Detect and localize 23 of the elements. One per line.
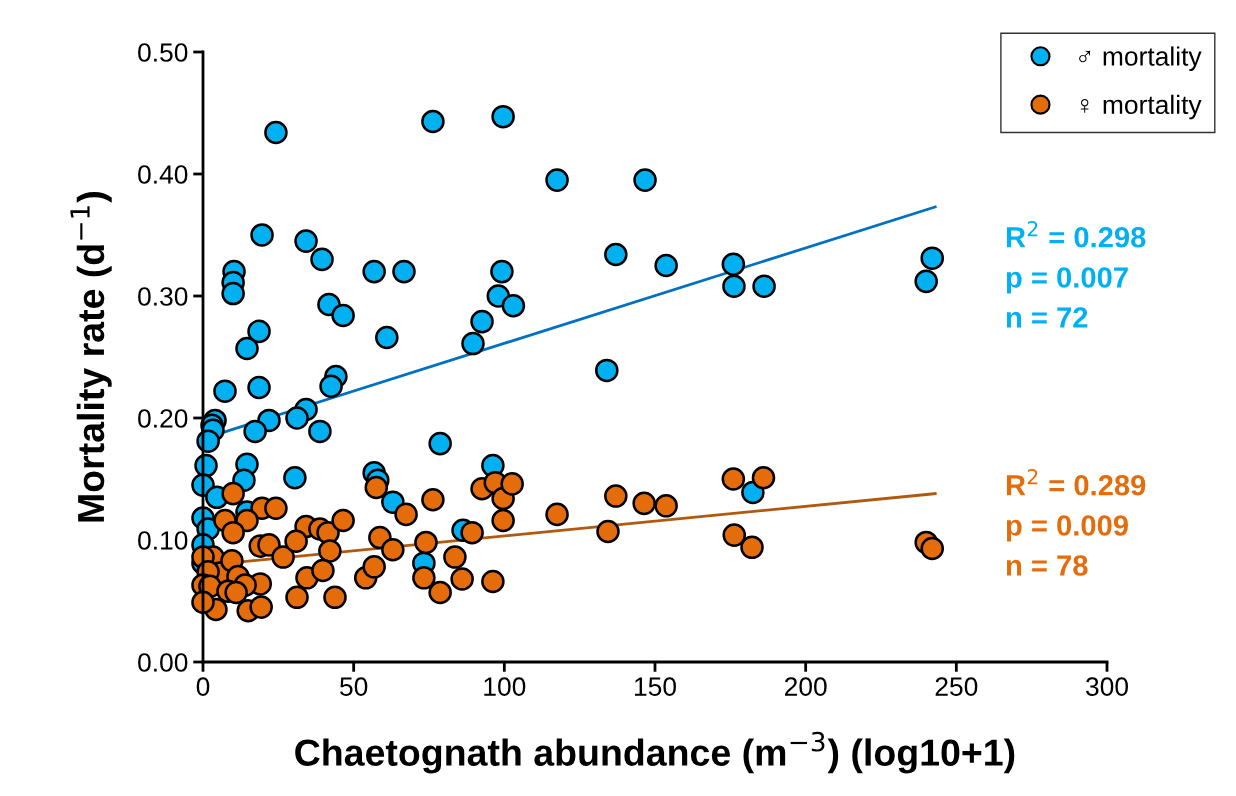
x-tick-label: 50 — [340, 677, 368, 696]
x-tick-label: 200 — [784, 677, 827, 696]
annotation: R$^{2}$ = 0.298 — [1006, 221, 1146, 248]
x-tick-label: 100 — [484, 677, 526, 696]
x-tick-label: 250 — [935, 677, 978, 696]
annotation: n = 78 — [1006, 555, 1088, 576]
y-tick-label: 0.30 — [138, 287, 188, 306]
y-axis-title: Mortality rate (d$^{−1}$) — [70, 192, 112, 522]
y-tick-label: 0.00 — [138, 653, 188, 672]
annotation: p = 0.007 — [1006, 267, 1128, 294]
y-tick-label: 0.10 — [138, 531, 188, 550]
legend-label: ♀ mortality — [1080, 94, 1202, 120]
annotation: n = 72 — [1006, 307, 1088, 328]
x-tick-label: 300 — [1085, 677, 1128, 696]
y-tick-label: 0.50 — [138, 43, 188, 62]
x-tick-label: 0 — [196, 677, 210, 696]
x-axis-title: Chaetognath abundance (m$^{−3}$) (log10+1) — [295, 731, 1015, 774]
y-tick-label: 0.20 — [138, 409, 188, 428]
x-tick-label: 150 — [635, 677, 676, 696]
annotation: p = 0.009 — [1006, 515, 1128, 542]
y-tick-label: 0.40 — [138, 165, 188, 184]
annotation: R$^{2}$ = 0.289 — [1006, 469, 1146, 496]
legend-label: ♂ mortality — [1079, 46, 1202, 71]
